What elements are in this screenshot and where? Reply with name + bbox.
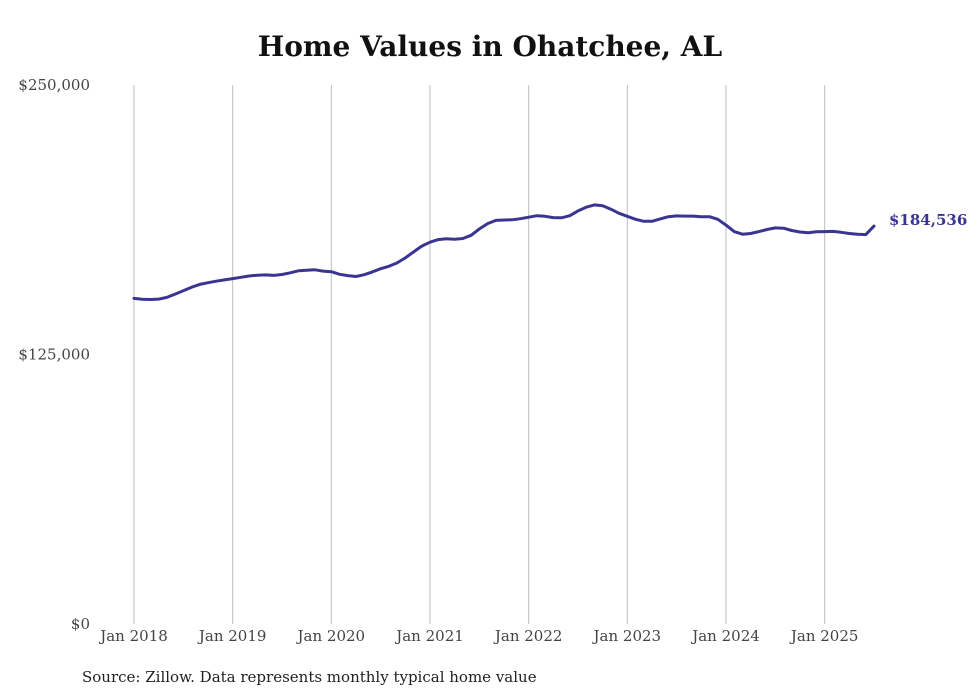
x-tick-label: Jan 2018 — [98, 627, 168, 645]
grid-lines — [133, 85, 826, 624]
series-line-0 — [132, 203, 876, 301]
chart-title: Home Values in Ohatchee, AL — [257, 30, 723, 63]
x-tick-label: Jan 2020 — [296, 627, 366, 645]
end-label-group: $184,536 — [889, 211, 967, 229]
x-tick-label: Jan 2019 — [197, 627, 267, 645]
x-tick-label: Jan 2022 — [493, 627, 563, 645]
y-tick-label: $250,000 — [18, 76, 90, 94]
series-line-group — [132, 203, 876, 301]
x-tick-label: Jan 2023 — [592, 627, 662, 645]
x-axis-ticks: Jan 2018 Jan 2019 Jan 2020 Jan 2021 Jan 2022… — [98, 627, 858, 645]
x-tick-label: Jan 2024 — [690, 627, 760, 645]
x-tick-label: Jan 2021 — [394, 627, 464, 645]
y-tick-label: $125,000 — [18, 346, 90, 364]
y-axis-ticks: $0 $125,000 $250,000 — [18, 76, 90, 633]
x-tick-label: Jan 2025 — [789, 627, 859, 645]
source-note: Source: Zillow. Data represents monthly … — [82, 668, 537, 686]
end-value-label: $184,536 — [889, 211, 967, 229]
y-tick-label: $0 — [71, 615, 90, 633]
